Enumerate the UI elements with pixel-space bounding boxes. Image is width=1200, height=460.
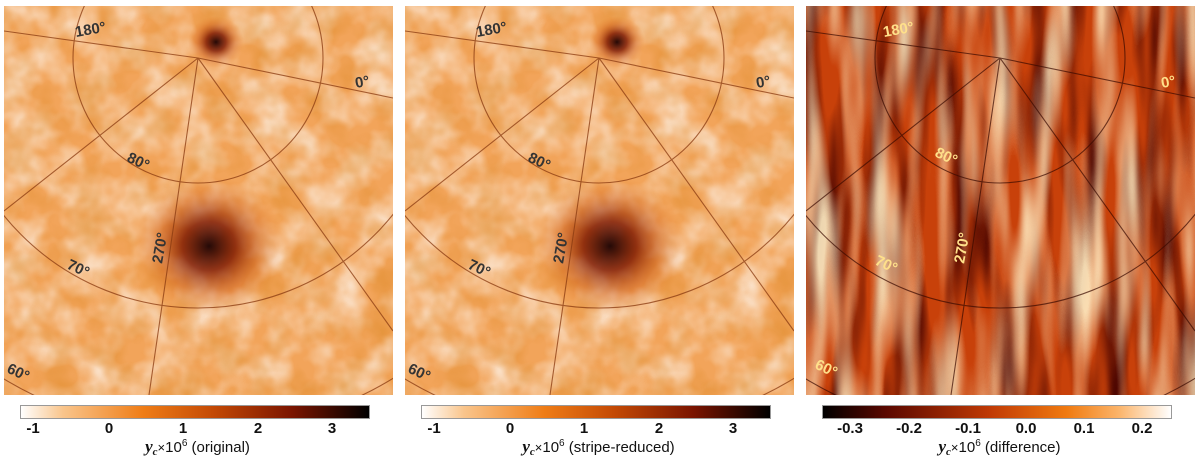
sky-map-stripe-reduced: 180° 0° 80° 70° 60° 270°: [405, 6, 794, 395]
colorbar-tick: -0.2: [896, 420, 922, 437]
sky-map-original: 180° 0° 80° 70° 60° 270°: [4, 6, 393, 395]
colorbar-tick: 2: [253, 420, 263, 437]
colorbar-tick: 0: [505, 420, 515, 437]
label-270: 270°: [149, 231, 171, 265]
colorbar-tick: 3: [327, 420, 337, 437]
label-180: 180°: [74, 19, 108, 41]
colorbar-tick: -0.1: [955, 420, 981, 437]
label-0: 0°: [755, 73, 772, 92]
colorbar-tick: 1: [579, 420, 589, 437]
colorbar-stripe-reduced: [421, 405, 771, 419]
colorbar-tick: 0.1: [1073, 420, 1095, 437]
sky-map-difference: 180° 0° 80° 70° 60° 270°: [806, 6, 1195, 395]
label-0: 0°: [354, 73, 371, 92]
colorbar-tick: -1: [26, 420, 40, 437]
colorbar-tick: 3: [728, 420, 738, 437]
colorbar-tick: -0.3: [837, 420, 863, 437]
label-180: 180°: [475, 19, 509, 41]
label-0: 0°: [1160, 73, 1177, 92]
colorbar-tick: 0.0: [1015, 420, 1037, 437]
label-270: 270°: [550, 231, 572, 265]
colorbar-tick: 2: [654, 420, 664, 437]
colorbar-caption: yc×106 (difference): [938, 437, 1061, 458]
colorbar-caption: yc×106 (original): [145, 437, 250, 458]
label-180: 180°: [882, 19, 916, 41]
colorbar-caption: yc×106 (stripe-reduced): [522, 437, 675, 458]
panel-stripe-reduced: 180° 0° 80° 70° 60° 270° -1 0 1 2 3 yc×1…: [401, 0, 796, 460]
colorbar-difference: [822, 405, 1172, 419]
colorbar-tick: 1: [178, 420, 188, 437]
panel-original: 180° 0° 80° 70° 60° 270° -1 0 1 2 3 yc×1…: [0, 0, 395, 460]
panel-difference: 180° 0° 80° 70° 60° 270° -0.3 -0.2 -0.1 …: [802, 0, 1197, 460]
colorbar-tick: -1: [427, 420, 441, 437]
colorbar-tick: 0.2: [1131, 420, 1153, 437]
colorbar-original: [20, 405, 370, 419]
colorbar-tick: 0: [104, 420, 114, 437]
label-270: 270°: [951, 231, 973, 265]
